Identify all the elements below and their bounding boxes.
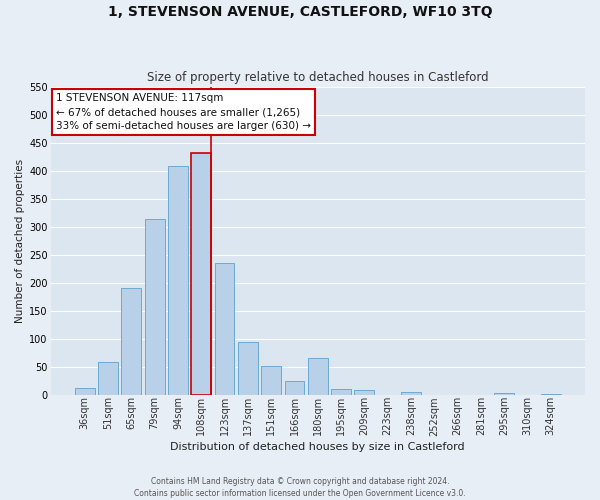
Title: Size of property relative to detached houses in Castleford: Size of property relative to detached ho… <box>147 72 488 85</box>
Bar <box>238 342 258 394</box>
Bar <box>98 362 118 394</box>
Y-axis label: Number of detached properties: Number of detached properties <box>15 159 25 323</box>
X-axis label: Distribution of detached houses by size in Castleford: Distribution of detached houses by size … <box>170 442 465 452</box>
Bar <box>355 390 374 394</box>
Bar <box>261 366 281 394</box>
Bar <box>168 166 188 394</box>
Bar <box>401 392 421 394</box>
Bar <box>331 389 351 394</box>
Bar <box>494 393 514 394</box>
Bar <box>191 153 211 394</box>
Bar <box>121 288 141 395</box>
Text: Contains HM Land Registry data © Crown copyright and database right 2024.
Contai: Contains HM Land Registry data © Crown c… <box>134 476 466 498</box>
Text: 1, STEVENSON AVENUE, CASTLEFORD, WF10 3TQ: 1, STEVENSON AVENUE, CASTLEFORD, WF10 3T… <box>107 5 493 19</box>
Bar <box>75 388 95 394</box>
Bar <box>145 219 164 394</box>
Bar <box>215 263 235 394</box>
Bar <box>284 380 304 394</box>
Text: 1 STEVENSON AVENUE: 117sqm
← 67% of detached houses are smaller (1,265)
33% of s: 1 STEVENSON AVENUE: 117sqm ← 67% of deta… <box>56 93 311 131</box>
Bar <box>308 358 328 394</box>
